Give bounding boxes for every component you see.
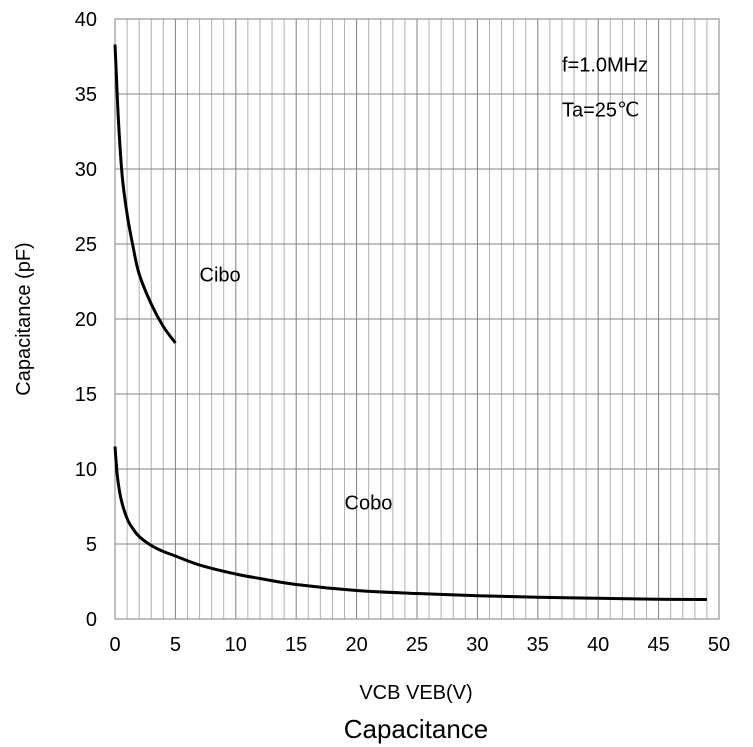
annotation-label: Ta=25℃ [562, 100, 640, 122]
y-tick-label: 0 [86, 609, 97, 631]
x-tick-label: 40 [587, 634, 609, 656]
x-tick-label: 0 [109, 634, 120, 656]
y-tick-label: 35 [75, 84, 97, 106]
series-line-cobo [113, 446, 707, 601]
x-tick-label: 30 [466, 634, 488, 656]
y-tick-labels: 0 5 10 15 20 25 30 35 40 [75, 9, 97, 631]
y-tick-label: 10 [75, 459, 97, 481]
series-layer [113, 44, 707, 601]
annotation-label: Cobo [345, 493, 393, 515]
x-tick-label: 10 [225, 634, 247, 656]
y-tick-label: 5 [86, 534, 97, 556]
annotations: f=1.0MHz Ta=25℃ Cibo Cobo [200, 55, 649, 515]
x-tick-label: 45 [647, 634, 669, 656]
x-tick-label: 5 [170, 634, 181, 656]
y-tick-label: 25 [75, 234, 97, 256]
annotation-label: f=1.0MHz [562, 55, 648, 77]
annotation-label: Cibo [200, 265, 241, 287]
y-tick-label: 30 [75, 159, 97, 181]
y-tick-label: 20 [75, 309, 97, 331]
x-tick-label: 50 [708, 634, 730, 656]
x-tick-label: 25 [406, 634, 428, 656]
chart-title: Capacitance [344, 714, 489, 744]
series-line-cibo [113, 44, 177, 344]
x-tick-labels: 0 5 10 15 20 25 30 35 40 45 50 [109, 634, 730, 656]
y-tick-label: 15 [75, 384, 97, 406]
x-tick-label: 35 [527, 634, 549, 656]
x-tick-label: 20 [345, 634, 367, 656]
y-tick-label: 40 [75, 9, 97, 31]
x-tick-label: 15 [285, 634, 307, 656]
grid-lines [114, 18, 720, 620]
plot-frame [114, 18, 720, 620]
x-axis-label: VCB VEB(V) [359, 682, 472, 704]
y-axis-label: Capacitance (pF) [13, 242, 35, 395]
